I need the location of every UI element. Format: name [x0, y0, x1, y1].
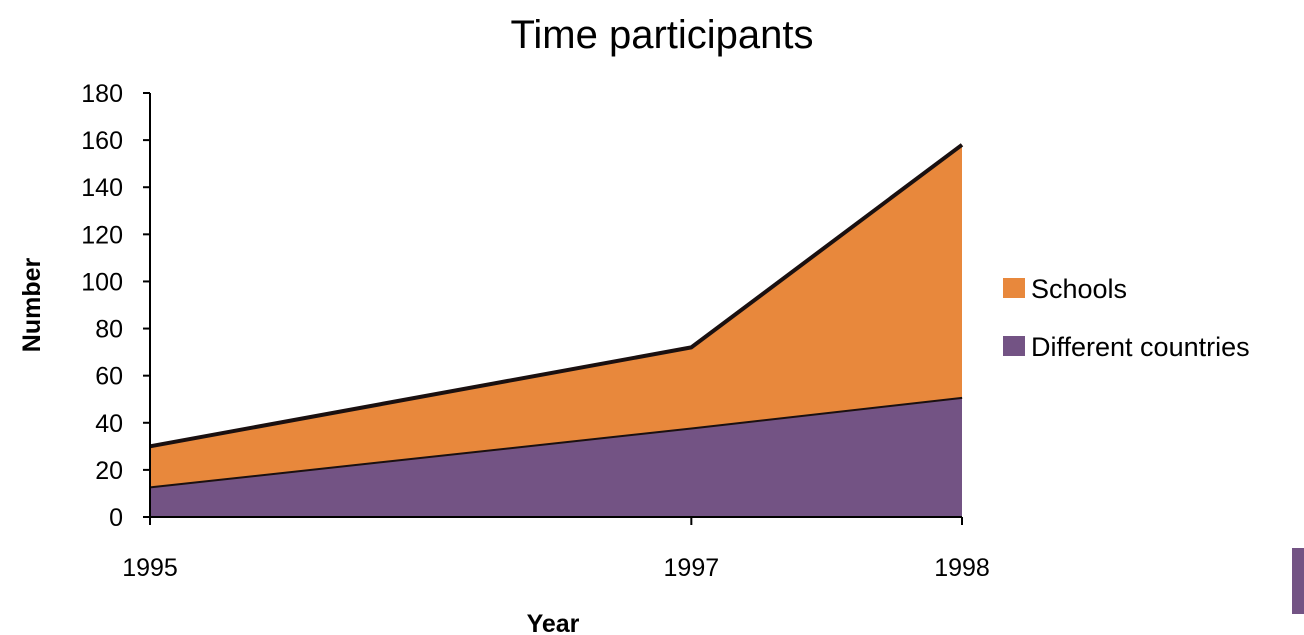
- chart-title: Time participants: [510, 13, 813, 57]
- x-axis-title: Year: [527, 610, 580, 635]
- legend-label: Schools: [1031, 274, 1127, 304]
- y-tick-label: 100: [81, 268, 123, 296]
- y-tick-label: 0: [109, 504, 123, 532]
- legend-swatch: [1003, 336, 1025, 356]
- y-tick-label: 160: [81, 127, 123, 155]
- x-tick-label: 1998: [934, 554, 990, 582]
- y-tick-label: 20: [95, 457, 123, 485]
- area-edge-schools: [149, 143, 964, 449]
- axes-layer: 0 20 40 60 80 100 120 140 160 180 1995 1997 1998: [81, 80, 990, 582]
- legend-swatch: [1003, 278, 1025, 298]
- legend: Schools Different countries: [1003, 274, 1250, 362]
- area-different-countries: [150, 396, 962, 517]
- decorative-side-bar: [1292, 548, 1304, 614]
- x-tick-label: 1997: [664, 554, 720, 582]
- areas-layer: [149, 143, 964, 517]
- y-tick-label: 120: [81, 221, 123, 249]
- y-tick-label: 60: [95, 363, 123, 391]
- y-tick-label: 140: [81, 174, 123, 202]
- legend-label: Different countries: [1031, 332, 1250, 362]
- area-schools: [150, 144, 962, 487]
- y-axis-title: Number: [18, 258, 46, 353]
- y-tick-label: 80: [95, 316, 123, 344]
- y-tick-label: 180: [81, 80, 123, 108]
- x-tick-label: 1995: [122, 554, 178, 582]
- y-tick-label: 40: [95, 410, 123, 438]
